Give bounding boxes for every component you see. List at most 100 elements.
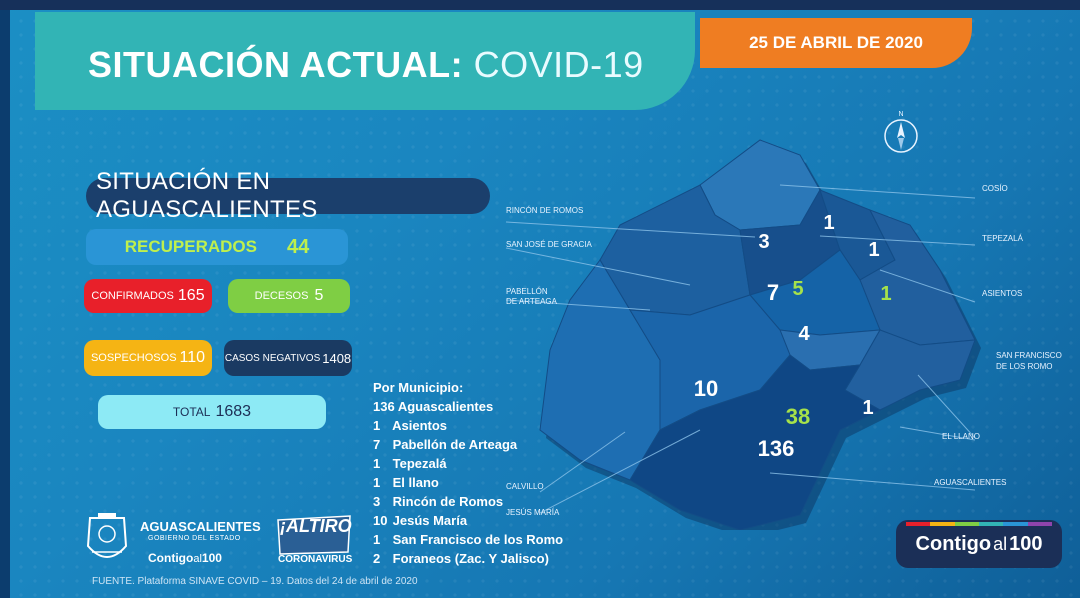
confirmados-label: CONFIRMADOS: [91, 290, 174, 302]
row-name: Pabellón de Arteaga: [392, 437, 518, 452]
list-item: 1 Tepezalá: [373, 454, 563, 473]
list-item: 10 Jesús María: [373, 511, 563, 530]
row-name: Asientos: [392, 418, 448, 433]
municipios-list: Por Municipio: 136 Aguascalientes 1 Asie…: [373, 378, 563, 568]
row-name: Foraneos (Zac. Y Jalisco): [392, 551, 549, 566]
map-value-aguascalientes: 136: [758, 436, 795, 461]
contigo-al: al: [193, 553, 202, 565]
label-pabellon-1: PABELLÓN: [506, 287, 548, 296]
map-value-elllano: 1: [862, 397, 873, 419]
row-name: Tepezalá: [392, 456, 447, 471]
ags-subtitle: GOBIERNO DEL ESTADO: [148, 535, 241, 542]
label-pabellon-2: DE ARTEAGA: [506, 297, 557, 306]
row-count: 1: [373, 456, 381, 471]
municipios-heading: Por Municipio:: [373, 380, 464, 395]
confirmados-pill: CONFIRMADOS 165: [84, 279, 212, 313]
map-value-cosio: 1: [823, 212, 834, 234]
map-value-jesusmaria: 10: [694, 376, 718, 401]
list-item: 1 Asientos: [373, 416, 563, 435]
map-value-rincon: 3: [758, 231, 769, 253]
label-calvillo: CALVILLO: [506, 482, 544, 491]
map-value-tepezala: 1: [868, 239, 879, 261]
region-aguascalientes: [629, 354, 882, 530]
map-value-asientos: 1: [880, 283, 891, 305]
row-name: El llano: [392, 475, 439, 490]
row-name: Rincón de Romos: [392, 494, 504, 509]
contigo-badge: Contigo al 100: [896, 520, 1062, 568]
top-strip: [0, 0, 1080, 10]
contigo-word: Contigo: [148, 551, 194, 565]
list-item: 2 Foraneos (Zac. Y Jalisco): [373, 549, 563, 568]
list-item: 3 Rincón de Romos: [373, 492, 563, 511]
compass-letter: N: [898, 111, 903, 118]
title-light: COVID-19: [473, 44, 644, 85]
negativos-pill: CASOS NEGATIVOS 1408: [224, 340, 352, 376]
map-value-sanfrancisco: 4: [798, 323, 810, 345]
list-item: 1 El llano: [373, 473, 563, 492]
date-badge: 25 DE ABRIL DE 2020: [700, 18, 972, 68]
badge-contigo: Contigo: [915, 532, 992, 555]
row-count: 1: [373, 532, 381, 547]
left-edge: [0, 10, 10, 598]
altiro-sub: CORONAVIRUS: [278, 554, 353, 565]
confirmados-value: 165: [177, 287, 205, 304]
label-asientos: ASIENTOS: [982, 289, 1023, 298]
decesos-value: 5: [314, 287, 324, 304]
recuperados-value: 44: [287, 235, 310, 258]
row-count: 7: [373, 437, 381, 452]
section-title: SITUACIÓN EN AGUASCALIENTES: [86, 168, 490, 223]
list-item: 136 Aguascalientes: [373, 397, 563, 416]
date-text: 25 DE ABRIL DE 2020: [749, 33, 923, 52]
row-count: 136: [373, 399, 395, 414]
badge-stripes: [906, 522, 1052, 526]
contigo-small-logo: Contigoal100: [148, 551, 222, 565]
badge-100: 100: [1009, 532, 1043, 555]
sospechosos-value: 110: [179, 349, 206, 366]
row-count: 1: [373, 475, 381, 490]
label-sanjose: SAN JOSÉ DE GRACIA: [506, 240, 592, 249]
negativos-value: 1408: [322, 350, 352, 366]
label-aguascalientes: AGUASCALIENTES: [934, 478, 1007, 487]
row-count: 1: [373, 418, 381, 433]
label-tepezala: TEPEZALÁ: [982, 234, 1023, 243]
row-name: Aguascalientes: [397, 399, 494, 414]
sospechosos-label: SOSPECHOSOS: [90, 352, 177, 364]
contigo-100: 100: [201, 551, 222, 565]
sospechosos-pill: SOSPECHOSOS 110: [84, 340, 212, 376]
list-item: 1 San Francisco de los Romo: [373, 530, 563, 549]
section-title-text: SITUACIÓN EN AGUASCALIENTES: [96, 168, 318, 223]
label-sanfrancisco-1: SAN FRANCISCO: [996, 351, 1062, 360]
altiro-word: ¡ALTIRO: [280, 516, 352, 536]
negativos-label: CASOS NEGATIVOS: [224, 352, 321, 364]
list-item: 7 Pabellón de Arteaga: [373, 435, 563, 454]
title-band: [35, 12, 695, 110]
page-title: SITUACIÓN ACTUAL: COVID-19: [88, 44, 644, 86]
decesos-pill: DECESOS 5: [228, 279, 350, 313]
row-count: 2: [373, 551, 381, 566]
map-value-aguascalientes-recovered: 38: [786, 404, 810, 429]
compass-icon: N: [884, 111, 918, 153]
aguascalientes-map: 1 3 1 1 7 5 4 10 38 136 1: [505, 139, 981, 530]
altiro-logo-frame: [277, 515, 351, 555]
ags-title: AGUASCALIENTES: [140, 519, 261, 534]
row-name: San Francisco de los Romo: [392, 532, 564, 547]
total-pill: TOTAL 1683: [98, 395, 326, 429]
title-bold: SITUACIÓN ACTUAL:: [88, 44, 464, 85]
recuperados-label: RECUPERADOS: [124, 237, 257, 256]
decesos-label: DECESOS: [254, 290, 309, 302]
map-value-pabellon-recovered: 5: [792, 278, 803, 300]
row-name: Jesús María: [392, 513, 468, 528]
badge-al: al: [993, 533, 1008, 554]
coat-of-arms-logo: [86, 513, 128, 558]
total-label: TOTAL: [172, 405, 211, 419]
label-sanfrancisco-2: DE LOS ROMO: [996, 362, 1053, 371]
map-value-pabellon: 7: [767, 280, 779, 305]
label-rincon: RINCÓN DE ROMOS: [506, 206, 584, 215]
label-cosio: COSÍO: [982, 184, 1008, 193]
recuperados-pill: RECUPERADOS 44: [86, 229, 348, 265]
row-count: 10: [373, 513, 388, 528]
total-value: 1683: [215, 403, 252, 420]
label-elllano: EL LLANO: [942, 432, 980, 441]
row-count: 3: [373, 494, 381, 509]
source-note: FUENTE. Plataforma SINAVE COVID – 19. Da…: [92, 576, 418, 587]
